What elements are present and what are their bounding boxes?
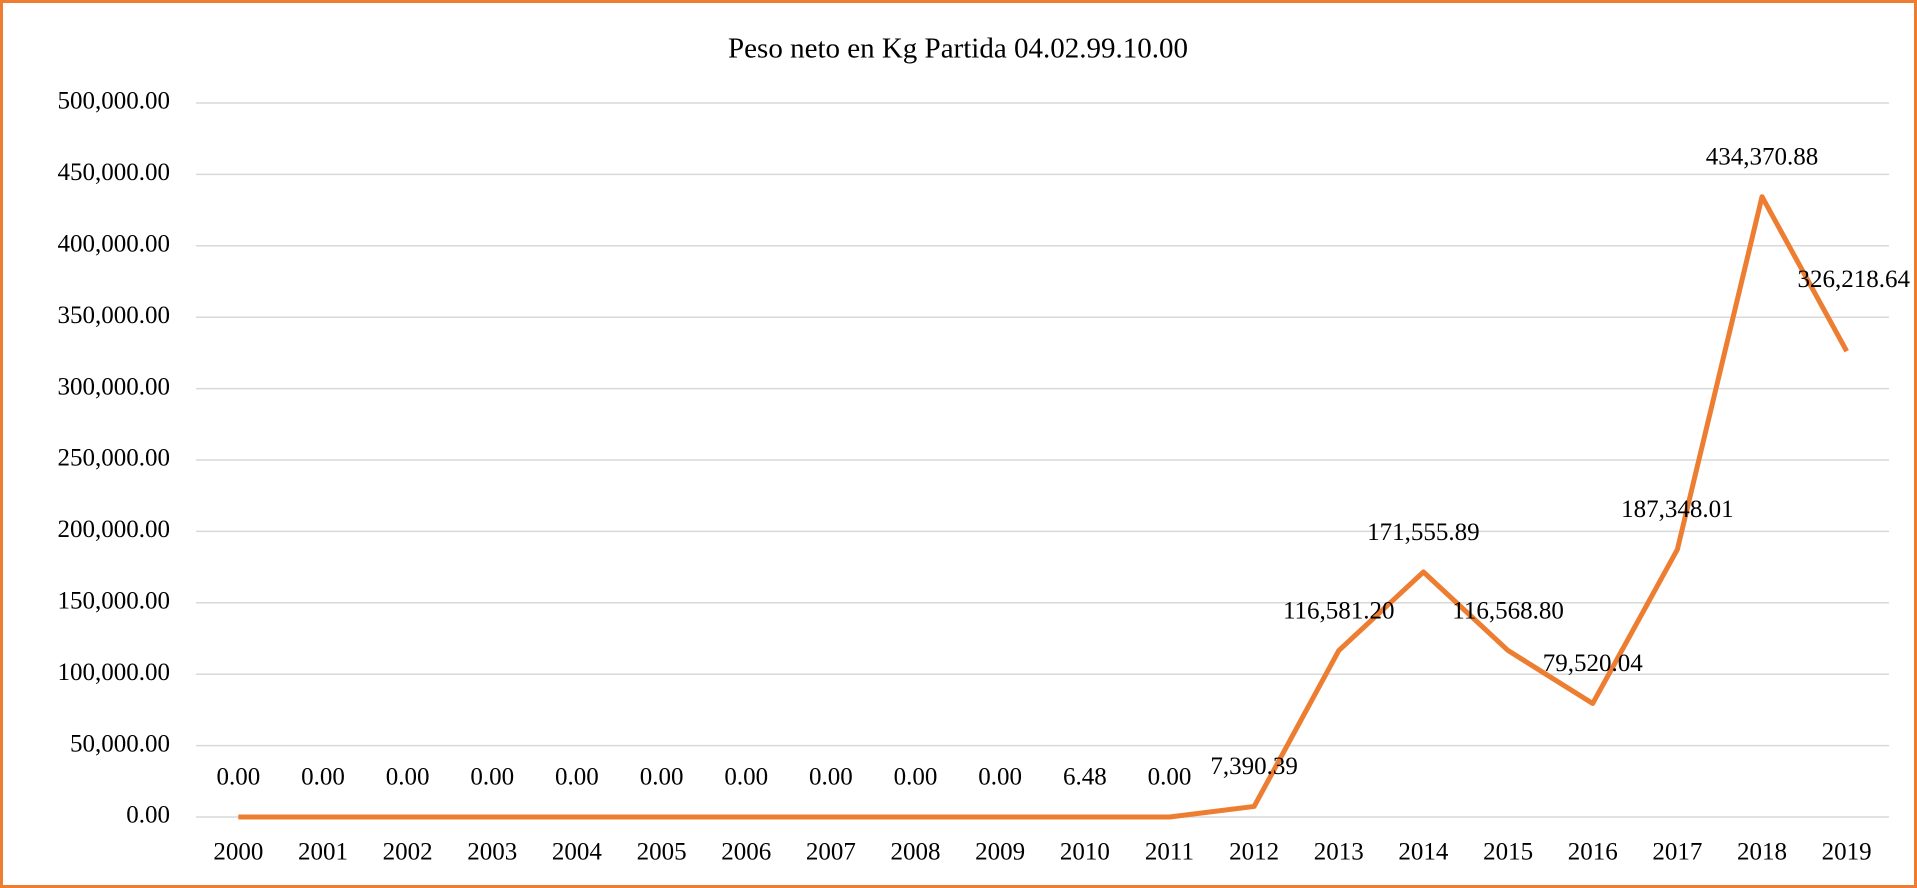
x-tick-label: 2004 <box>552 839 603 866</box>
y-tick-label: 250,000.00 <box>58 445 171 472</box>
data-label: 0.00 <box>640 764 684 791</box>
y-tick-label: 300,000.00 <box>58 373 171 400</box>
x-tick-label: 2014 <box>1398 839 1449 866</box>
x-tick-label: 2003 <box>467 839 517 866</box>
data-label: 187,348.01 <box>1621 496 1734 523</box>
y-tick-label: 350,000.00 <box>58 302 171 329</box>
data-label: 116,581.20 <box>1283 597 1395 624</box>
data-label: 79,520.04 <box>1543 650 1644 677</box>
y-tick-label: 400,000.00 <box>58 231 171 258</box>
x-tick-label: 2002 <box>383 839 433 866</box>
data-label: 0.00 <box>724 764 768 791</box>
x-tick-label: 2012 <box>1229 839 1279 866</box>
y-tick-label: 50,000.00 <box>70 730 170 757</box>
x-tick-label: 2009 <box>975 839 1025 866</box>
data-label: 6.48 <box>1063 764 1107 791</box>
x-tick-label: 2019 <box>1822 839 1872 866</box>
data-label: 0.00 <box>978 764 1022 791</box>
x-tick-label: 2018 <box>1737 839 1787 866</box>
data-label: 0.00 <box>386 764 430 791</box>
data-label: 7,390.39 <box>1210 753 1298 780</box>
data-label: 0.00 <box>894 764 938 791</box>
x-tick-label: 2016 <box>1568 839 1618 866</box>
x-tick-label: 2006 <box>721 839 771 866</box>
y-tick-label: 200,000.00 <box>58 516 171 543</box>
y-tick-label: 150,000.00 <box>58 588 171 615</box>
data-label: 0.00 <box>470 764 514 791</box>
x-tick-label: 2017 <box>1652 839 1702 866</box>
y-tick-label: 0.00 <box>126 802 170 829</box>
data-label: 171,555.89 <box>1367 519 1480 546</box>
x-tick-label: 2013 <box>1314 839 1364 866</box>
data-label: 0.00 <box>809 764 853 791</box>
data-label: 434,370.88 <box>1706 143 1819 170</box>
x-tick-label: 2015 <box>1483 839 1533 866</box>
x-tick-label: 2008 <box>891 839 941 866</box>
x-tick-label: 2001 <box>298 839 348 866</box>
data-label: 0.00 <box>555 764 599 791</box>
y-tick-label: 500,000.00 <box>58 88 171 115</box>
x-tick-label: 2000 <box>213 839 263 866</box>
x-tick-label: 2005 <box>637 839 687 866</box>
data-label: 0.00 <box>1148 764 1192 791</box>
data-label: 0.00 <box>216 764 260 791</box>
data-label: 326,218.64 <box>1798 266 1911 293</box>
data-label: 116,568.80 <box>1452 597 1564 624</box>
y-tick-label: 100,000.00 <box>58 659 171 686</box>
y-tick-label: 450,000.00 <box>58 159 171 186</box>
chart-title: Peso neto en Kg Partida 04.02.99.10.00 <box>728 33 1188 65</box>
data-line <box>238 194 1849 820</box>
data-label: 0.00 <box>301 764 345 791</box>
x-tick-label: 2007 <box>806 839 856 866</box>
x-tick-label: 2010 <box>1060 839 1110 866</box>
x-tick-label: 2011 <box>1145 839 1194 866</box>
